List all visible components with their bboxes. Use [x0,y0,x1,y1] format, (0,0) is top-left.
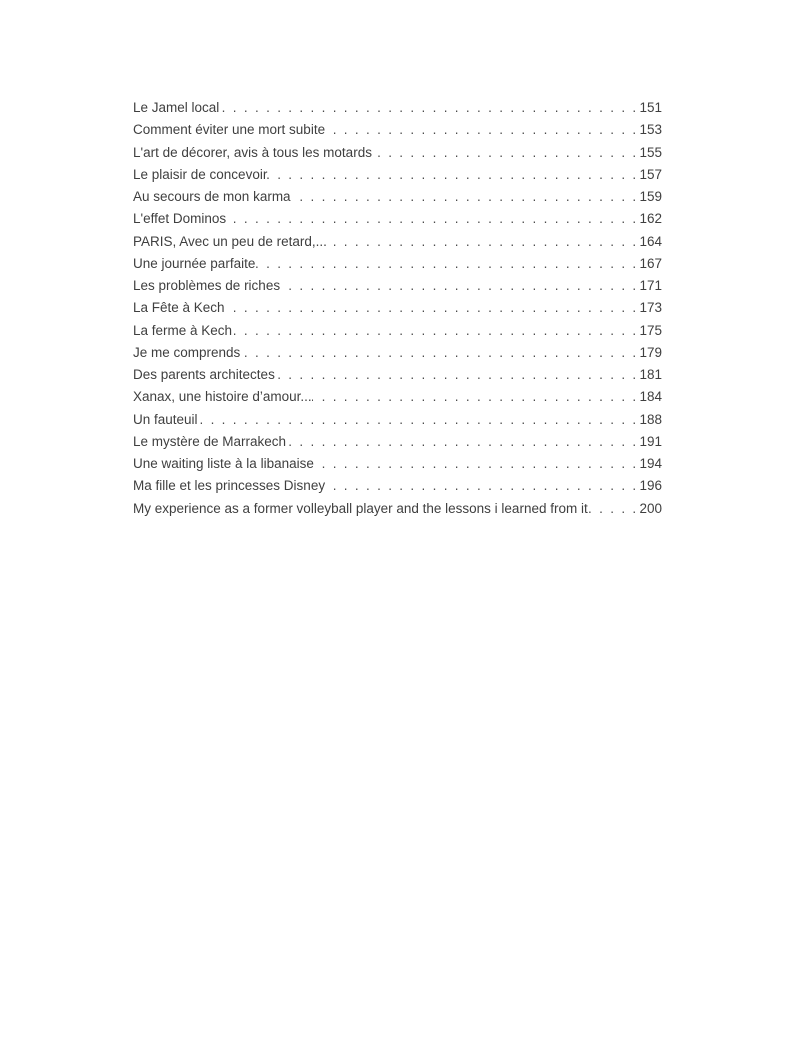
toc-entry-page-number: 196 [639,478,662,494]
toc-dot-leader: . . . . . . . . . . . . . . . . . . . . … [286,433,638,449]
toc-entry[interactable]: Le mystère de Marrakech . . . . . . . . … [133,431,662,453]
toc-dot-leader: . . . . . . . . . . . . . . . . . . . . … [280,278,638,293]
toc-dot-leader: . . . . . . . . . . . . . . . . . . . . … [219,100,638,115]
toc-entry-page-number: 200 [639,500,662,516]
toc-dot-leader: . . . . . . . . . . . . . . . . . . . . … [314,456,638,471]
toc-entry-page-number: 194 [639,456,662,471]
toc-dot-leader: . . . . . . . . . . . . . . . . . . . . … [312,389,638,405]
table-of-contents: Le Jamel local . . . . . . . . . . . . .… [133,97,662,520]
toc-entry-title: My experience as a former volleyball pla… [133,500,588,516]
toc-entry-page-number: 153 [639,122,662,138]
toc-dot-leader: . . . . . . . . . . . . . . . . . . . . … [232,322,638,338]
toc-entry-title: L'effet Dominos [133,211,227,227]
toc-dot-leader: . . . . . . . . . . . . . . . . . . . . … [240,344,638,360]
toc-entry-page-number: 181 [639,367,662,382]
toc-entry-page-number: 167 [639,255,662,271]
toc-entry[interactable]: L'art de décorer, avis à tous les motard… [133,142,662,164]
toc-dot-leader: . . . . . . . . . . . . . . . . . . . . … [198,411,638,427]
toc-entry-page-number: 188 [639,411,662,427]
toc-entry-title: PARIS, Avec un peu de retard,... [133,233,327,249]
toc-entry-title: Une waiting liste à la libanaise [133,456,314,471]
toc-dot-leader: . . . . . . . . . . . . . . . . . . . . … [267,166,638,182]
toc-entry-title: Une journée parfaite [133,255,256,271]
toc-dot-leader: . . . . . . . . . . . . . . . . . . . . … [225,300,638,316]
toc-entry[interactable]: Au secours de mon karma . . . . . . . . … [133,186,662,208]
toc-entry-page-number: 151 [639,100,662,115]
toc-entry-title: Un fauteuil [133,411,198,427]
toc-entry-title: Le Jamel local [133,100,220,115]
toc-entry-title: Les problèmes de riches [133,278,281,293]
toc-entry[interactable]: La Fête à Kech . . . . . . . . . . . . .… [133,297,662,319]
toc-entry-page-number: 171 [639,278,662,293]
toc-entry[interactable]: Comment éviter une mort subite . . . . .… [133,119,662,141]
toc-entry-page-number: 191 [639,433,662,449]
toc-dot-leader: . . . . . . . . . . . . . . . . . . . . … [327,233,638,249]
toc-entry-title: Ma fille et les princesses Disney [133,478,326,494]
toc-entry[interactable]: La ferme à Kech . . . . . . . . . . . . … [133,320,662,342]
toc-entry[interactable]: Le Jamel local . . . . . . . . . . . . .… [133,97,662,119]
toc-dot-leader: . . . . . . . . . . . . . . . . . . . . … [325,122,638,138]
toc-entry-page-number: 164 [639,233,662,249]
toc-entry-title: Xanax, une histoire d’amour... [133,389,312,405]
toc-entry[interactable]: Une waiting liste à la libanaise . . . .… [133,453,662,475]
toc-entry-page-number: 159 [639,189,662,204]
toc-entry[interactable]: Je me comprends . . . . . . . . . . . . … [133,342,662,364]
toc-entry[interactable]: Une journée parfaite . . . . . . . . . .… [133,253,662,275]
toc-entry-page-number: 184 [639,389,662,405]
toc-entry[interactable]: Un fauteuil . . . . . . . . . . . . . . … [133,409,662,431]
toc-entry-title: Comment éviter une mort subite [133,122,326,138]
toc-entry[interactable]: My experience as a former volleyball pla… [133,498,662,520]
toc-entry-page-number: 155 [639,144,662,160]
toc-entry[interactable]: L'effet Dominos . . . . . . . . . . . . … [133,208,662,230]
toc-dot-leader: . . . . . . . . . . . . . . . . . . . . … [226,211,638,227]
toc-entry-page-number: 173 [639,300,662,316]
toc-entry[interactable]: Des parents architectes . . . . . . . . … [133,364,662,386]
toc-dot-leader: . . . . . . . . . . . . . . . . . . . . … [291,189,638,204]
toc-entry-title: Au secours de mon karma [133,189,291,204]
toc-dot-leader: . . . . . . . . . . . . . . . . . . . . … [325,478,638,494]
toc-entry[interactable]: PARIS, Avec un peu de retard,... . . . .… [133,231,662,253]
toc-entry-title: Je me comprends [133,344,241,360]
toc-entry[interactable]: Les problèmes de riches . . . . . . . . … [133,275,662,297]
toc-entry[interactable]: Xanax, une histoire d’amour... . . . . .… [133,386,662,408]
toc-entry-title: Des parents architectes [133,367,275,382]
toc-entry-title: La ferme à Kech [133,322,233,338]
toc-entry-page-number: 157 [639,166,662,182]
toc-entry[interactable]: Le plaisir de concevoir . . . . . . . . … [133,164,662,186]
toc-dot-leader: . . . . . . . . . . . . . . . . . . . . … [588,500,638,516]
toc-entry-title: La Fête à Kech [133,300,225,316]
toc-entry-page-number: 175 [639,322,662,338]
toc-entry-page-number: 162 [639,211,662,227]
toc-entry[interactable]: Ma fille et les princesses Disney . . . … [133,475,662,497]
toc-dot-leader: . . . . . . . . . . . . . . . . . . . . … [372,144,638,160]
toc-entry-title: Le mystère de Marrakech [133,433,287,449]
toc-dot-leader: . . . . . . . . . . . . . . . . . . . . … [275,367,638,382]
toc-entry-title: L'art de décorer, avis à tous les motard… [133,144,372,160]
toc-entry-page-number: 179 [639,344,662,360]
toc-entry-title: Le plaisir de concevoir [133,166,268,182]
toc-dot-leader: . . . . . . . . . . . . . . . . . . . . … [255,255,638,271]
